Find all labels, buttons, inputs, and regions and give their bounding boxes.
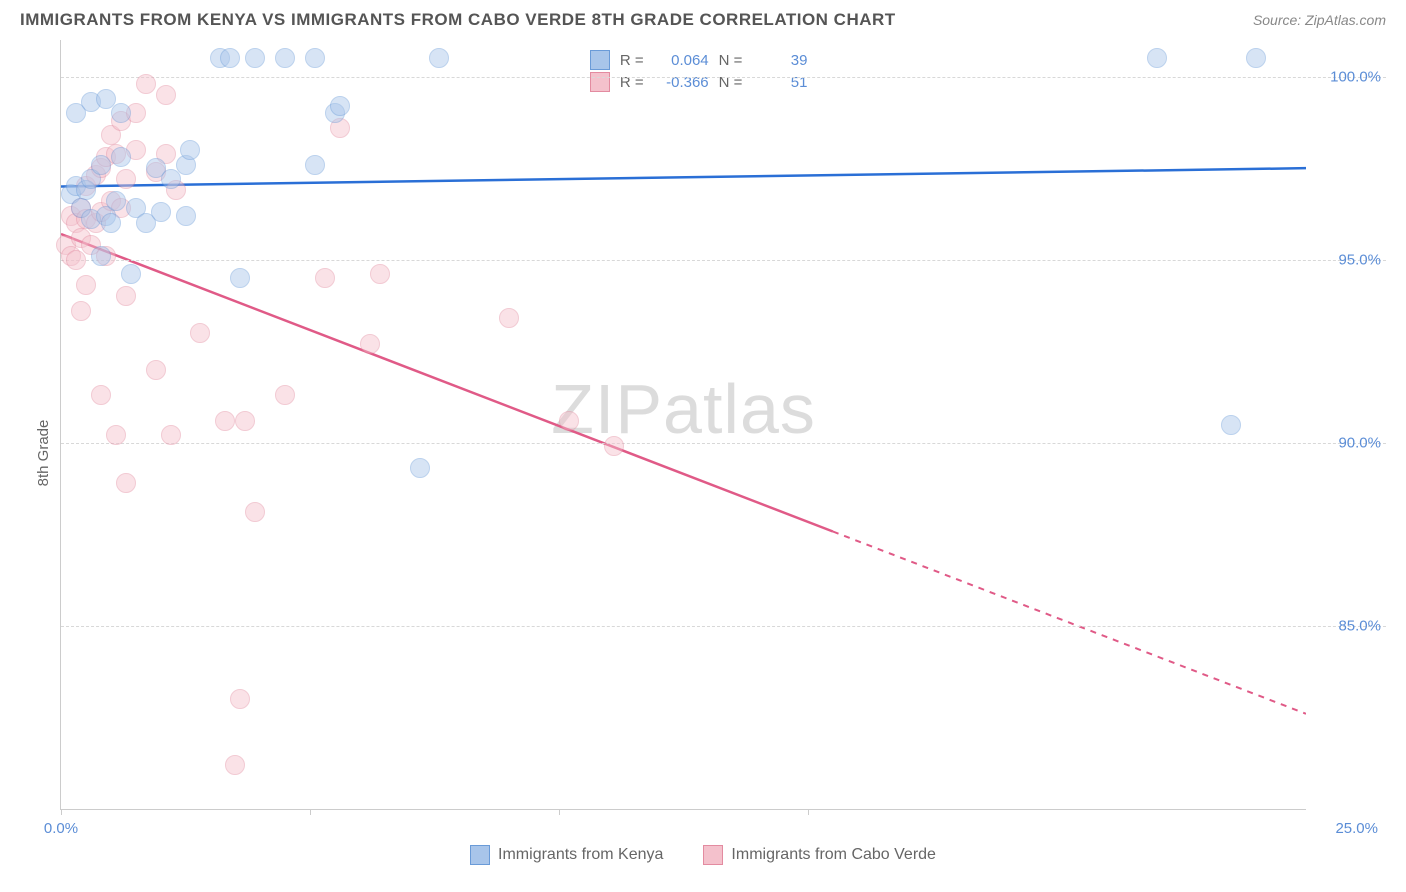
data-point — [275, 48, 295, 68]
data-point — [111, 147, 131, 167]
source-label: Source: ZipAtlas.com — [1253, 12, 1386, 28]
grid-line — [61, 260, 1386, 261]
legend-row-kenya: R = 0.064 N = 39 — [590, 50, 808, 70]
swatch-kenya — [590, 50, 610, 70]
data-point — [1147, 48, 1167, 68]
data-point — [161, 169, 181, 189]
y-tick-label: 100.0% — [1330, 68, 1381, 85]
grid-line — [61, 443, 1386, 444]
x-tick-label-end: 25.0% — [1335, 820, 1378, 837]
data-point — [604, 436, 624, 456]
swatch-cabo-icon — [703, 845, 723, 865]
data-point — [305, 155, 325, 175]
data-point — [151, 202, 171, 222]
swatch-cabo — [590, 72, 610, 92]
data-point — [305, 48, 325, 68]
trend-line — [61, 168, 1306, 186]
data-point — [559, 411, 579, 431]
data-point — [235, 411, 255, 431]
trend-line-extrapolated — [833, 532, 1306, 714]
y-axis-title: 8th Grade — [35, 419, 52, 486]
legend-label-cabo: Immigrants from Cabo Verde — [731, 846, 936, 864]
data-point — [116, 473, 136, 493]
data-point — [360, 334, 380, 354]
data-point — [91, 385, 111, 405]
watermark: ZIPatlas — [551, 369, 816, 449]
data-point — [161, 425, 181, 445]
x-tick — [559, 809, 560, 815]
n-value-kenya: 39 — [752, 52, 807, 69]
plot-area: ZIPatlas R = 0.064 N = 39 R = -0.366 N =… — [60, 40, 1306, 810]
data-point — [1221, 415, 1241, 435]
data-point — [370, 264, 390, 284]
data-point — [156, 85, 176, 105]
x-tick — [310, 809, 311, 815]
data-point — [66, 250, 86, 270]
legend-row-cabo: R = -0.366 N = 51 — [590, 72, 808, 92]
data-point — [215, 411, 235, 431]
swatch-kenya-icon — [470, 845, 490, 865]
data-point — [106, 425, 126, 445]
data-point — [136, 74, 156, 94]
chart-header: IMMIGRANTS FROM KENYA VS IMMIGRANTS FROM… — [0, 0, 1406, 35]
bottom-legend: Immigrants from Kenya Immigrants from Ca… — [20, 845, 1386, 865]
grid-line — [61, 626, 1386, 627]
data-point — [499, 308, 519, 328]
data-point — [245, 502, 265, 522]
data-point — [245, 48, 265, 68]
data-point — [91, 155, 111, 175]
data-point — [101, 213, 121, 233]
y-tick-label: 85.0% — [1338, 617, 1381, 634]
data-point — [275, 385, 295, 405]
data-point — [121, 264, 141, 284]
legend-label-kenya: Immigrants from Kenya — [498, 846, 663, 864]
legend-item-kenya: Immigrants from Kenya — [470, 845, 663, 865]
trend-line — [61, 234, 833, 531]
data-point — [220, 48, 240, 68]
grid-line — [61, 77, 1386, 78]
data-point — [116, 286, 136, 306]
y-tick-label: 90.0% — [1338, 434, 1381, 451]
x-tick-label-0: 0.0% — [44, 820, 78, 837]
legend-item-cabo: Immigrants from Cabo Verde — [703, 845, 936, 865]
y-tick-label: 95.0% — [1338, 251, 1381, 268]
data-point — [176, 206, 196, 226]
watermark-atlas: atlas — [663, 370, 816, 448]
data-point — [410, 458, 430, 478]
data-point — [230, 268, 250, 288]
data-point — [91, 246, 111, 266]
data-point — [1246, 48, 1266, 68]
watermark-zip: ZIP — [551, 370, 663, 448]
data-point — [111, 103, 131, 123]
data-point — [116, 169, 136, 189]
data-point — [225, 755, 245, 775]
x-tick — [61, 809, 62, 815]
chart-container: 8th Grade ZIPatlas R = 0.064 N = 39 R = … — [20, 40, 1386, 865]
data-point — [315, 268, 335, 288]
x-tick — [808, 809, 809, 815]
data-point — [190, 323, 210, 343]
data-point — [106, 191, 126, 211]
data-point — [330, 96, 350, 116]
data-point — [429, 48, 449, 68]
data-point — [230, 689, 250, 709]
data-point — [71, 301, 91, 321]
data-point — [76, 275, 96, 295]
n-label: N = — [719, 52, 743, 69]
chart-title: IMMIGRANTS FROM KENYA VS IMMIGRANTS FROM… — [20, 10, 896, 30]
data-point — [146, 360, 166, 380]
correlation-legend: R = 0.064 N = 39 R = -0.366 N = 51 — [584, 46, 814, 96]
data-point — [180, 140, 200, 160]
r-value-kenya: 0.064 — [654, 52, 709, 69]
r-label: R = — [620, 52, 644, 69]
